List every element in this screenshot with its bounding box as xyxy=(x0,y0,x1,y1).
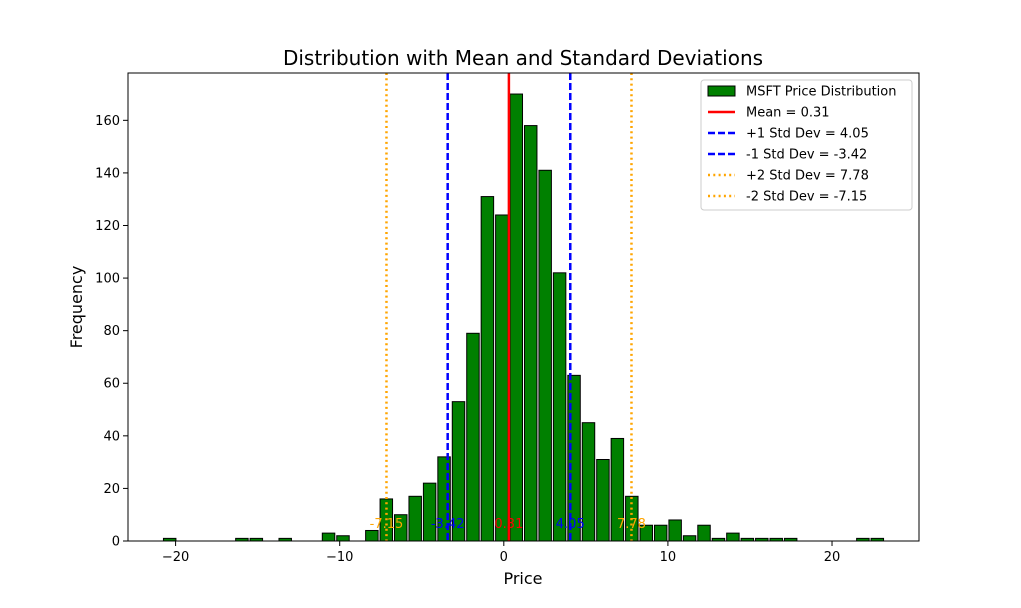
histogram-bar xyxy=(538,169,552,542)
x-axis: −20 −10 0 10 20 xyxy=(162,541,840,565)
histogram-bar xyxy=(336,535,350,542)
x-tick-label: 10 xyxy=(660,550,677,565)
histogram-bar xyxy=(495,214,509,542)
y-axis-label: Frequency xyxy=(67,266,86,349)
reference-line-label: 7.78 xyxy=(617,517,646,532)
y-tick-label: 0 xyxy=(112,535,120,550)
legend-box xyxy=(700,79,913,211)
histogram-bar xyxy=(653,524,668,542)
histogram-bar xyxy=(480,196,495,542)
reference-line-label: -7.15 xyxy=(370,517,404,532)
histogram-bar xyxy=(408,495,422,542)
y-tick-label: 120 xyxy=(95,219,120,234)
x-tick-label: −10 xyxy=(326,550,353,565)
y-tick-label: 60 xyxy=(103,377,120,392)
y-tick-label: 100 xyxy=(95,272,120,287)
legend: MSFT Price Distribution Mean = 0.31 +1 Std… xyxy=(700,79,913,211)
histogram-bar xyxy=(697,524,711,542)
histogram-bar xyxy=(596,458,610,542)
histogram-bar xyxy=(422,482,437,542)
chart-title: Distribution with Mean and Standard Devi… xyxy=(283,46,763,70)
histogram-bar xyxy=(523,125,538,542)
y-tick-label: 20 xyxy=(103,482,120,497)
legend-entry: MSFT Price Distribution xyxy=(746,85,896,100)
histogram-bar xyxy=(668,519,682,542)
legend-entry: -1 Std Dev = -3.42 xyxy=(746,148,867,163)
histogram-bar xyxy=(321,532,336,542)
histogram-bar xyxy=(682,535,697,542)
legend-swatch xyxy=(707,85,736,97)
line-annotations-group: 0.31 4.05 -3.42 7.78 -7.15 xyxy=(370,517,646,532)
legend-entry: +2 Std Dev = 7.78 xyxy=(746,169,869,184)
y-tick-label: 80 xyxy=(103,324,120,339)
plot-frame xyxy=(127,72,920,542)
vertical-lines-group xyxy=(385,73,633,541)
y-tick-label: 40 xyxy=(103,429,120,444)
reference-line-label: -3.42 xyxy=(431,517,465,532)
legend-entry: +1 Std Dev = 4.05 xyxy=(746,127,869,142)
histogram-bar xyxy=(365,529,379,542)
x-tick-label: 20 xyxy=(824,550,841,565)
x-tick-label: 0 xyxy=(500,550,508,565)
histogram-bar xyxy=(509,93,524,542)
reference-line-label: 0.31 xyxy=(494,517,523,532)
reference-line-label: 4.05 xyxy=(556,517,585,532)
y-tick-label: 140 xyxy=(95,166,120,181)
legend-entry: -2 Std Dev = -7.15 xyxy=(746,190,867,205)
histogram-bar xyxy=(466,332,480,542)
x-axis-label: Price xyxy=(503,569,542,588)
x-tick-label: −20 xyxy=(162,550,189,565)
legend-entry: Mean = 0.31 xyxy=(746,106,830,121)
y-tick-label: 160 xyxy=(95,114,120,129)
y-axis: 0 20 40 60 80 100 120 140 160 xyxy=(95,114,128,550)
histogram-bar xyxy=(552,272,567,542)
histogram-bar xyxy=(726,532,740,542)
